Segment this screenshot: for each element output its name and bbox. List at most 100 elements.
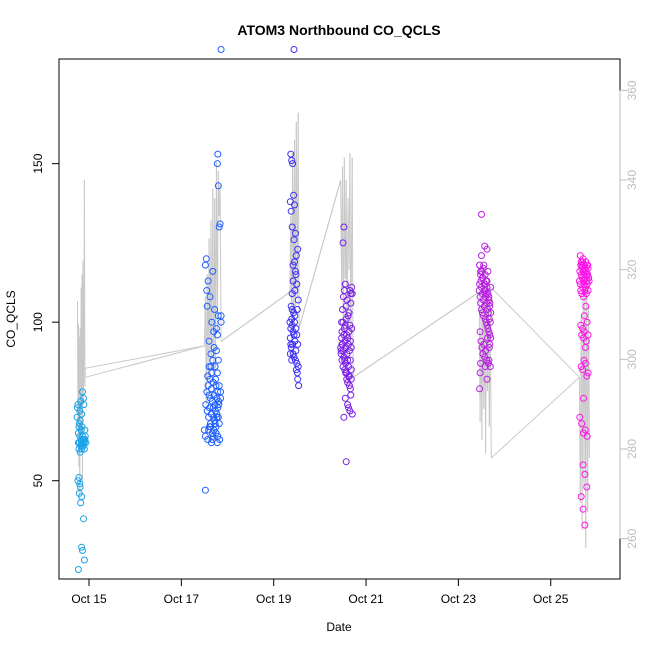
data-point (287, 150, 295, 158)
data-point (216, 220, 224, 228)
data-point (292, 325, 300, 332)
y2-tick-label: 340 (625, 170, 639, 190)
data-point (75, 474, 83, 481)
data-point (485, 315, 493, 323)
data-point (295, 382, 303, 390)
data-point (292, 271, 300, 279)
data-point (293, 359, 301, 367)
data-point (577, 493, 585, 501)
series-2 (200, 46, 225, 494)
data-point (217, 46, 225, 53)
data-point (485, 328, 493, 336)
data-point (478, 252, 485, 260)
data-point (78, 543, 86, 551)
data-point (79, 388, 86, 396)
data-point (487, 309, 495, 317)
data-point (585, 277, 593, 285)
data-point (207, 439, 215, 447)
data-point (344, 356, 352, 364)
y-tick-label: 150 (31, 153, 45, 173)
data-point (348, 325, 356, 332)
data-point (214, 356, 222, 364)
data-point (338, 340, 346, 348)
data-point (217, 388, 225, 396)
data-point (288, 290, 296, 298)
data-point (485, 344, 493, 351)
data-point (207, 350, 215, 358)
data-point (584, 287, 592, 294)
data-point (214, 388, 222, 396)
data-point (338, 318, 346, 326)
data-point (293, 331, 301, 339)
data-point (76, 417, 84, 424)
data-point (77, 426, 85, 434)
data-point (476, 385, 484, 393)
data-point (345, 404, 352, 412)
data-point (478, 210, 485, 218)
data-point (580, 394, 587, 402)
series-3 (286, 46, 303, 390)
data-point (215, 223, 223, 231)
data-point (205, 337, 213, 345)
data-point (476, 328, 484, 336)
data-point (290, 191, 298, 199)
secondary-trace-segment (216, 171, 219, 333)
points-layer (73, 46, 593, 573)
series-1 (73, 388, 90, 573)
data-point (580, 312, 588, 320)
data-point (288, 223, 296, 231)
data-point (582, 337, 590, 345)
data-point (80, 401, 88, 409)
data-point (202, 255, 210, 263)
data-point (487, 283, 495, 291)
data-point (215, 401, 223, 409)
data-point (211, 420, 219, 428)
data-point (78, 410, 86, 418)
data-point (213, 413, 221, 421)
y-axis-label: CO_QCLS (4, 290, 18, 347)
y-tick-label: 100 (31, 312, 45, 332)
data-point (294, 375, 302, 383)
data-point (215, 420, 223, 428)
y2-tick-label: 300 (625, 349, 639, 369)
data-point (211, 306, 219, 313)
data-point (579, 366, 587, 374)
data-point (347, 391, 355, 399)
data-point (486, 302, 494, 310)
y-axis-right: 260 280 300 320 340 360 (619, 80, 639, 549)
data-point (578, 420, 586, 428)
secondary-transect-line (490, 287, 580, 378)
data-point (206, 404, 213, 412)
data-point (203, 302, 211, 310)
data-point (487, 334, 495, 342)
data-point (341, 394, 349, 402)
data-point (80, 556, 88, 564)
data-point (582, 302, 590, 310)
data-point (205, 391, 213, 399)
secondary-trace-segment (83, 179, 86, 387)
x-tick-label: Oct 17 (164, 592, 200, 606)
series-4 (337, 223, 356, 466)
data-point (343, 296, 351, 304)
data-point (481, 363, 489, 371)
secondary-trace-segment (85, 345, 205, 369)
data-point (291, 356, 299, 364)
x-tick-label: Oct 23 (441, 592, 477, 606)
y2-tick-label: 260 (625, 528, 639, 548)
chart-title: ATOM3 Northbound CO_QCLS (237, 22, 440, 38)
data-point (212, 347, 220, 355)
data-point (208, 318, 216, 326)
data-point (486, 299, 494, 307)
data-point (294, 245, 302, 253)
data-point (217, 312, 225, 320)
data-point (484, 334, 491, 342)
data-point (348, 410, 356, 418)
data-point (583, 483, 591, 491)
data-point (584, 331, 592, 339)
secondary-trace-segment (490, 376, 580, 459)
secondary-trace-segment (588, 305, 590, 459)
data-point (76, 483, 84, 491)
data-point (342, 458, 350, 466)
data-point (345, 382, 353, 390)
